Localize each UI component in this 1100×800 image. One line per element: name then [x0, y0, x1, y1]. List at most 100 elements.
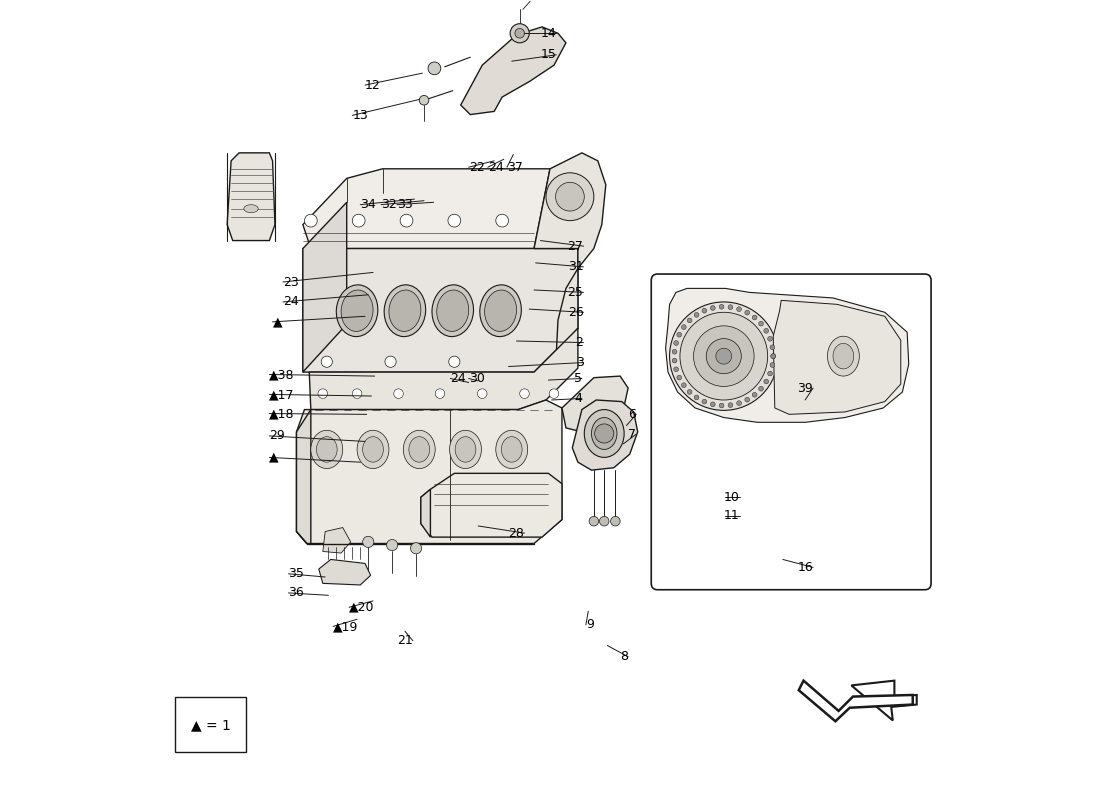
Circle shape [436, 389, 444, 398]
Circle shape [305, 214, 317, 227]
Circle shape [768, 371, 772, 376]
Ellipse shape [337, 285, 377, 337]
Circle shape [674, 341, 679, 346]
Circle shape [428, 62, 441, 74]
Text: 5: 5 [574, 372, 582, 385]
Circle shape [610, 516, 620, 526]
Text: 11: 11 [724, 509, 739, 522]
Polygon shape [297, 410, 311, 543]
Polygon shape [297, 400, 562, 543]
Circle shape [363, 536, 374, 547]
Polygon shape [309, 328, 578, 410]
Text: 24: 24 [283, 295, 299, 309]
Circle shape [549, 389, 559, 398]
Circle shape [706, 338, 741, 374]
Circle shape [719, 304, 724, 309]
Circle shape [419, 95, 429, 105]
Circle shape [711, 402, 715, 406]
Polygon shape [461, 27, 565, 114]
Circle shape [694, 395, 698, 400]
Ellipse shape [432, 285, 473, 337]
Text: 25: 25 [568, 286, 583, 299]
Ellipse shape [450, 430, 482, 469]
Circle shape [770, 362, 774, 367]
Polygon shape [319, 559, 371, 585]
Polygon shape [322, 527, 351, 553]
Polygon shape [535, 169, 578, 249]
Text: ▲17: ▲17 [270, 388, 295, 401]
Ellipse shape [502, 437, 522, 462]
Text: 24: 24 [450, 372, 466, 385]
Circle shape [519, 389, 529, 398]
Polygon shape [302, 169, 578, 249]
Circle shape [688, 318, 692, 323]
Circle shape [737, 306, 741, 311]
Text: 22: 22 [469, 161, 484, 174]
Circle shape [590, 516, 598, 526]
Text: 32: 32 [381, 198, 397, 211]
Circle shape [672, 350, 676, 354]
Circle shape [745, 310, 749, 315]
Text: 30: 30 [469, 372, 485, 385]
Circle shape [385, 356, 396, 367]
Circle shape [759, 322, 763, 326]
Ellipse shape [311, 430, 343, 469]
Ellipse shape [437, 290, 469, 331]
Text: 34: 34 [361, 198, 376, 211]
Circle shape [674, 367, 679, 372]
Text: 33: 33 [397, 198, 412, 211]
Text: 12: 12 [365, 78, 381, 91]
Circle shape [771, 354, 775, 358]
Text: 21: 21 [397, 634, 412, 647]
Circle shape [728, 305, 733, 310]
Polygon shape [851, 681, 916, 721]
Text: ▲18: ▲18 [270, 407, 295, 420]
Circle shape [670, 302, 778, 410]
Circle shape [600, 516, 609, 526]
Circle shape [702, 308, 707, 313]
Ellipse shape [384, 285, 426, 337]
Ellipse shape [389, 290, 421, 331]
Text: 26: 26 [568, 306, 583, 319]
Ellipse shape [244, 205, 258, 213]
Ellipse shape [455, 437, 476, 462]
Text: ▲38: ▲38 [270, 368, 295, 381]
Text: 6: 6 [628, 408, 636, 421]
Text: 13: 13 [352, 109, 368, 122]
Text: 4: 4 [574, 392, 582, 405]
Circle shape [752, 393, 757, 397]
Circle shape [763, 329, 769, 333]
Circle shape [681, 325, 686, 330]
Text: 35: 35 [288, 567, 305, 580]
Text: 3: 3 [575, 356, 583, 369]
Polygon shape [421, 490, 430, 537]
Circle shape [410, 542, 421, 554]
Circle shape [763, 379, 769, 384]
Circle shape [728, 402, 733, 407]
Circle shape [496, 214, 508, 227]
Circle shape [676, 332, 682, 337]
Polygon shape [773, 300, 901, 414]
Ellipse shape [341, 290, 373, 331]
Ellipse shape [409, 437, 430, 462]
Circle shape [448, 214, 461, 227]
Ellipse shape [480, 285, 521, 337]
Polygon shape [227, 153, 275, 241]
Text: 15: 15 [540, 48, 557, 62]
Circle shape [745, 398, 749, 402]
Circle shape [693, 326, 755, 386]
Ellipse shape [584, 410, 624, 458]
Circle shape [352, 389, 362, 398]
Circle shape [352, 214, 365, 227]
Circle shape [693, 477, 707, 491]
Circle shape [752, 315, 757, 320]
Circle shape [737, 401, 741, 406]
FancyBboxPatch shape [651, 274, 931, 590]
Ellipse shape [363, 437, 384, 462]
Text: 14: 14 [540, 26, 557, 40]
Text: 9: 9 [586, 618, 594, 631]
Polygon shape [302, 205, 578, 372]
Circle shape [556, 182, 584, 211]
Circle shape [771, 354, 775, 358]
Circle shape [394, 389, 404, 398]
